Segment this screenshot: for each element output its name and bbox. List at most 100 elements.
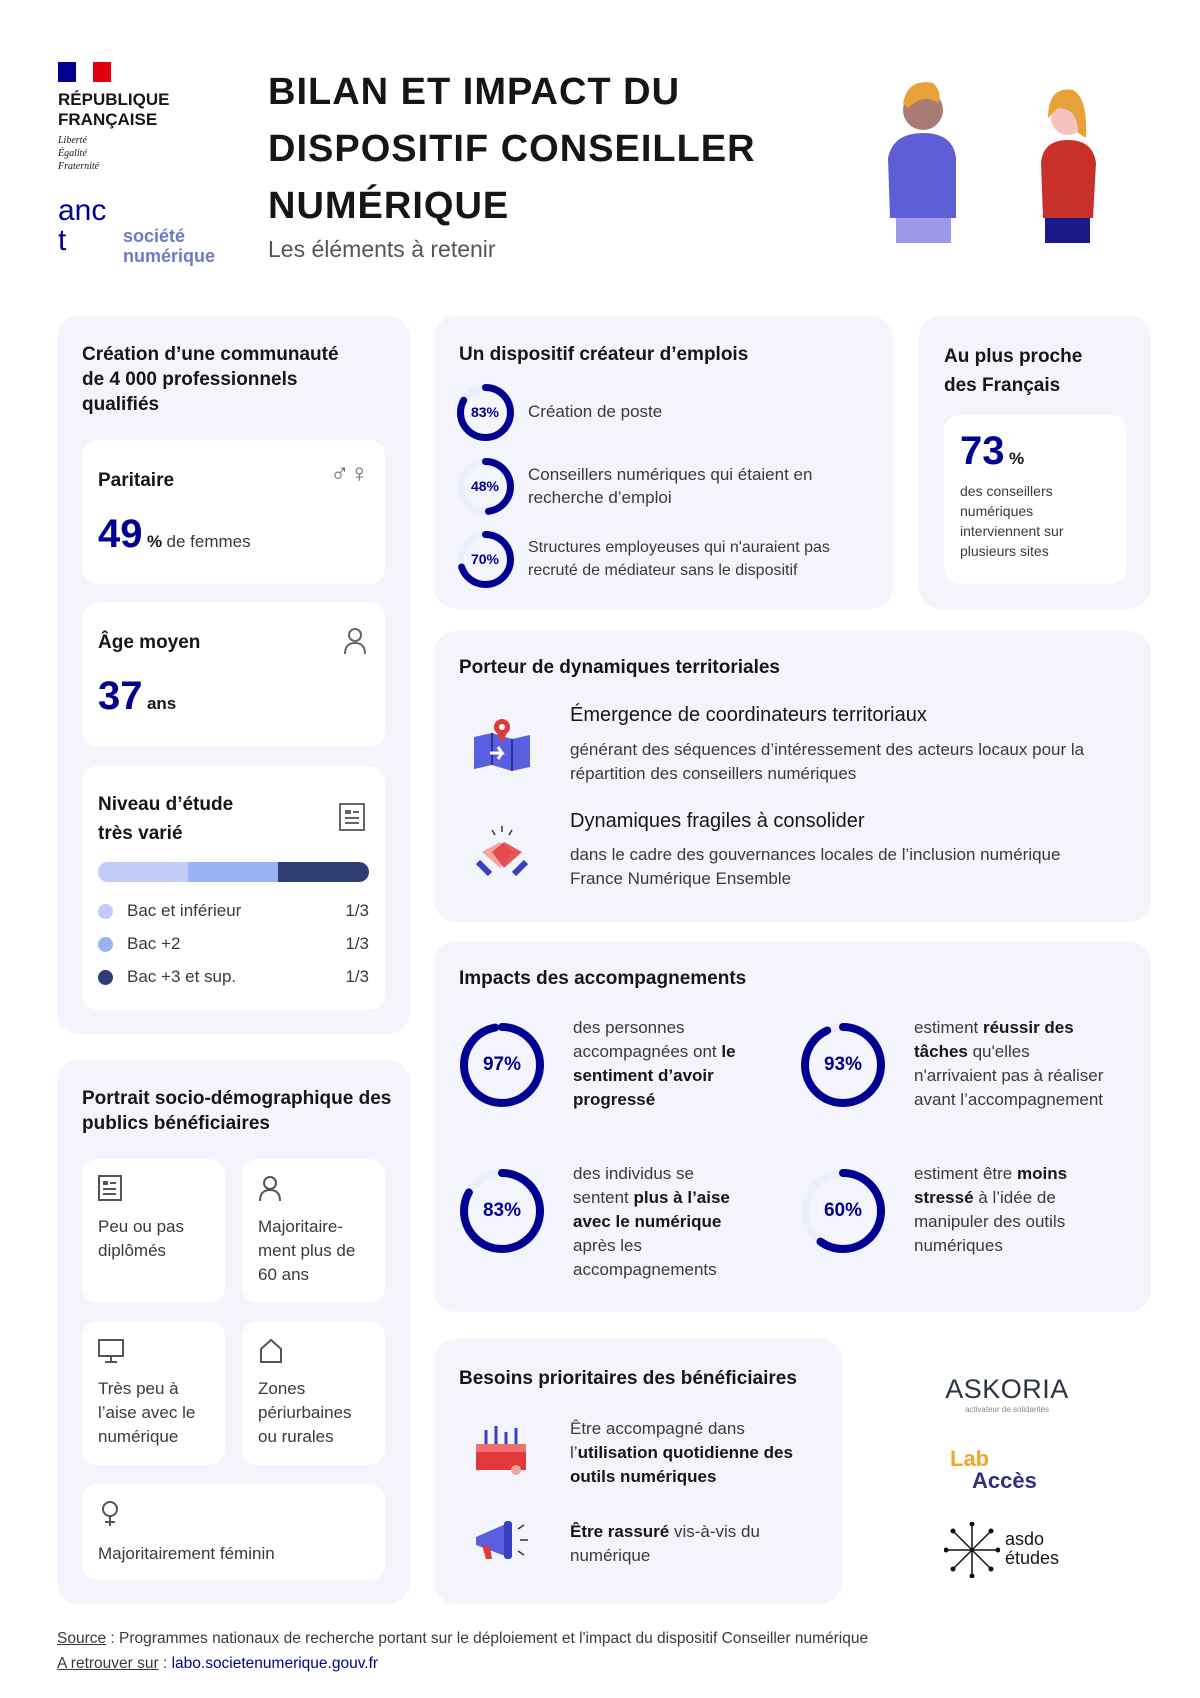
emplois-title: Un dispositif créateur d’emplois [459, 344, 749, 365]
emphasis-text: plus à l’aise avec le numérique [573, 1188, 730, 1231]
legend-label: Bac et inférieur [127, 901, 242, 920]
impact-text: des personnes accompagnées ont le sentim… [573, 1016, 753, 1112]
etude-card: Niveau d’étude très varié Bac et inférie… [82, 766, 385, 1010]
donut-arc [456, 383, 514, 441]
besoins-card: Besoins prioritaires des bénéficiaires [434, 1339, 842, 1604]
map-pin-icon [474, 719, 530, 771]
legend-row: Bac et inférieur 1/3 [98, 901, 369, 921]
text: Être accompagné dans l’ [570, 1419, 745, 1462]
lab-wordmark: Lab [950, 1446, 990, 1471]
impacts-title: Impacts des accompagnements [459, 968, 747, 989]
site-link[interactable]: labo.societenumerique.gouv.fr [171, 1655, 379, 1672]
page-title: BILAN ET IMPACT DU DISPOSITIF CONSEILLER… [268, 64, 756, 235]
legend-value: 1/3 [345, 934, 369, 953]
anct-sub2: numérique [123, 246, 216, 266]
porteur-text: dans le cadre des gouvernances locales d… [570, 845, 1061, 888]
toolbox-icon [476, 1426, 526, 1475]
proche-unit: % [1008, 449, 1025, 468]
impact-text: des individus se sentent plus à l’aise a… [573, 1162, 753, 1282]
asdo-wordmark: études [1005, 1548, 1060, 1568]
acces-wordmark: Accès [972, 1468, 1037, 1493]
legend-label: Bac +3 et sup. [127, 967, 237, 986]
askoria-logo: ASKORIA activateur de solidarités [942, 1374, 1072, 1414]
page-subtitle: Les éléments à retenir [268, 236, 496, 262]
motto: Liberté [58, 135, 87, 146]
legend-dot [98, 970, 113, 986]
paritaire-suffix: de femmes [166, 532, 251, 551]
legend-row: Bac +2 1/3 [98, 934, 369, 954]
donut-arc [460, 1169, 544, 1253]
user-icon [259, 1176, 281, 1202]
source-label: Source [57, 1630, 107, 1647]
donut-arc [456, 530, 514, 588]
emphasis-text: le sentiment d’avoir progressé [573, 1042, 736, 1109]
emphasis-text: utilisation quotidienne des outils numér… [570, 1443, 793, 1486]
proche-text: des conseillers numériques interviennent… [960, 483, 1064, 559]
emplois-text: Conseillers numériques qui étaient en re… [528, 465, 813, 507]
impact-text: estiment réussir des tâches qu'elles n'a… [914, 1016, 1104, 1112]
motto: Égalité [58, 148, 87, 159]
age-suffix: ans [146, 694, 177, 713]
besoin-text: Être rassuré vis-à-vis du numérique [570, 1520, 810, 1568]
anct-sub1: société [123, 226, 186, 246]
gender-icon: ♂♀ [330, 458, 369, 488]
text: à l’idée de manipuler des outils numériq… [914, 1188, 1066, 1255]
rf-logo: RÉPUBLIQUE FRANÇAISE Liberté Égalité Fra… [58, 62, 198, 173]
title-line: DISPOSITIF CONSEILLER [268, 128, 756, 170]
porteur-heading: Émergence de coordinateurs territoriaux [570, 704, 927, 726]
education-bar-segment [98, 862, 189, 882]
document-icon [339, 803, 365, 831]
handshake-icon [475, 826, 529, 877]
portrait-tile-text: Peu ou pas diplômés [98, 1217, 185, 1260]
donut-chart [456, 530, 514, 588]
donut-chart [801, 1023, 885, 1107]
megaphone-icon [476, 1521, 528, 1559]
motto: Fraternité [58, 161, 100, 172]
labacces-logo: Lab Accès [950, 1448, 1037, 1492]
flag-icon [58, 62, 112, 82]
portrait-tile: Peu ou pas diplômés [82, 1159, 225, 1303]
text: des personnes accompagnées ont [573, 1018, 722, 1061]
porteur-card: Porteur de dynamiques territoriales [434, 631, 1151, 922]
porteur-heading: Dynamiques fragiles à consolider [570, 810, 865, 832]
portrait-tile: Très peu à l’aise avec le numérique [82, 1321, 225, 1465]
besoin-text: Être accompagné dans l’utilisation quoti… [570, 1417, 810, 1489]
askoria-tagline: activateur de solidarités [964, 1405, 1050, 1414]
paritaire-value: 49 [98, 512, 143, 556]
user-icon [344, 628, 366, 655]
emplois-text: Structures employeuses qui n'auraient pa… [528, 539, 830, 579]
etude-label: Niveau d’étude très varié [98, 794, 234, 844]
portrait-tile-text: Majoritaire-ment plus de 60 ans [258, 1217, 356, 1284]
portrait-tile: Majoritairement féminin [82, 1484, 385, 1580]
age-label: Âge moyen [98, 632, 201, 653]
legend-label: Bac +2 [127, 934, 181, 953]
portrait-tile-text: Zones périurbaines ou rurales [258, 1379, 352, 1446]
education-bar-segment [188, 862, 279, 882]
text: vis-à-vis du numérique [570, 1522, 760, 1565]
asdo-star-icon [944, 1522, 1000, 1578]
source-text: : Programmes nationaux de recherche port… [106, 1630, 869, 1647]
asdo-logo: asdo études [1005, 1530, 1059, 1568]
impact-text: estiment être moins stressé à l’idée de … [914, 1162, 1104, 1258]
asdo-wordmark: asdo [1005, 1529, 1045, 1549]
anct-logo: anct société numérique [58, 196, 238, 267]
source-line: Source : Programmes nationaux de recherc… [57, 1630, 868, 1648]
askoria-wordmark: ASKORIA [945, 1374, 1069, 1404]
paritaire-card: Paritaire ♂♀ 49 % de femmes [82, 440, 385, 584]
legend-value: 1/3 [345, 901, 369, 920]
emphasis-text: moins stressé [914, 1164, 1068, 1207]
title-line: NUMÉRIQUE [268, 185, 510, 227]
donut-chart [460, 1169, 544, 1253]
donut-arc [456, 457, 514, 515]
female-icon [102, 1501, 118, 1526]
donut-chart [456, 383, 514, 441]
title-line: BILAN ET IMPACT DU [268, 71, 681, 113]
education-bar [98, 862, 369, 882]
paritaire-label: Paritaire [98, 470, 175, 491]
proche-stat: 73 % des conseillers numériques intervie… [944, 415, 1127, 584]
text: des individus se sentent [573, 1164, 694, 1207]
donut-arc [460, 1023, 544, 1107]
text: estiment [914, 1018, 983, 1037]
legend-dot [98, 904, 113, 920]
donut-label: 70% [470, 550, 500, 567]
